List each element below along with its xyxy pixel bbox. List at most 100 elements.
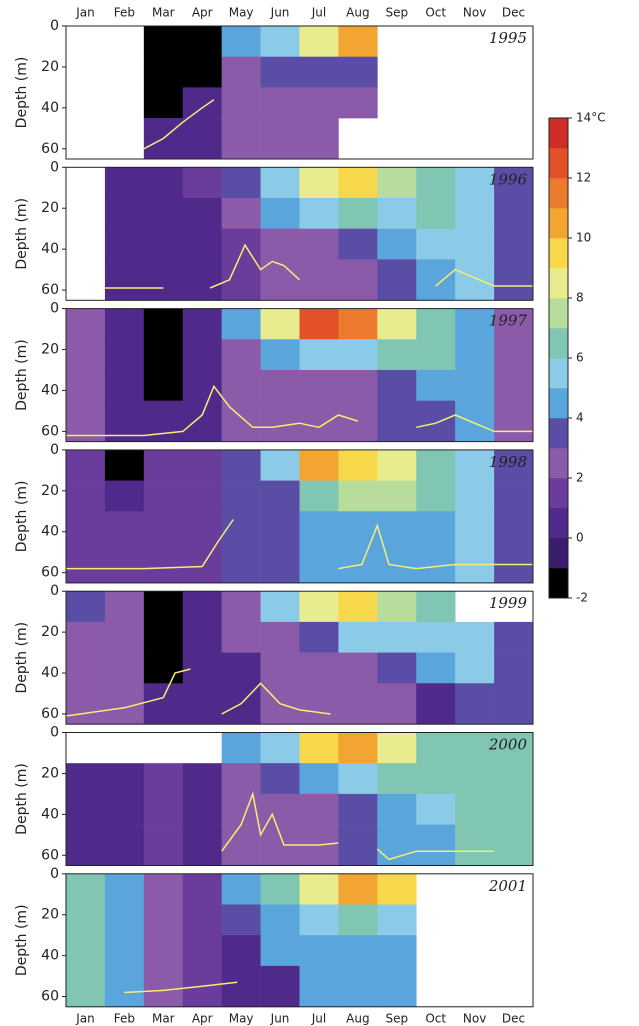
temperature-cell	[260, 259, 300, 301]
temperature-cell	[66, 511, 106, 543]
temperature-cell	[104, 511, 145, 543]
temperature-cell	[299, 652, 339, 684]
temperature-cell	[455, 259, 495, 301]
temperature-cell	[260, 904, 300, 936]
temperature-cell	[377, 935, 417, 967]
temperature-cell	[338, 87, 378, 119]
temperature-cell	[104, 873, 145, 905]
temperature-cell	[104, 449, 145, 481]
temperature-cell	[182, 259, 222, 301]
temperature-cell	[182, 763, 222, 795]
temperature-cell	[143, 763, 184, 795]
colorbar-tick-label: 10	[576, 231, 591, 245]
depth-line	[65, 668, 331, 717]
temperature-cell	[299, 621, 339, 653]
temperature-cell	[494, 369, 534, 401]
y-tick-label: 60	[41, 565, 59, 581]
colorbar-tick-label: 4	[576, 411, 584, 425]
temperature-cell	[299, 400, 339, 442]
temperature-cell	[221, 87, 261, 119]
colorbar-tick-label: 8	[576, 291, 584, 305]
month-label: Aug	[346, 1011, 369, 1025]
panel: 0 20 40 60 Depth (m) 1997	[14, 301, 534, 443]
temperature-cell	[338, 904, 378, 936]
temperature-cell	[221, 904, 261, 936]
temperature-cell	[221, 652, 261, 684]
temperature-cell	[260, 541, 300, 584]
temperature-cell	[143, 228, 184, 260]
temperature-cell	[260, 591, 300, 623]
panel: 0 20 40 60 Depth (m) 2000	[14, 725, 534, 866]
year-label: 1997	[489, 312, 528, 330]
temperature-cell	[338, 339, 378, 371]
temperature-cell	[260, 480, 300, 512]
month-label: Sep	[385, 1011, 408, 1025]
temperature-cell	[66, 965, 106, 1008]
year-label: 1999	[489, 594, 528, 612]
temperature-cell	[182, 591, 222, 623]
temperature-cell	[221, 369, 261, 401]
temperature-cell	[182, 904, 222, 936]
colorbar-segment	[549, 148, 568, 179]
temperature-cell	[143, 683, 184, 725]
temperature-cell	[299, 56, 339, 88]
month-label: Nov	[463, 1011, 486, 1025]
temperature-cell	[66, 621, 106, 653]
temperature-cell	[104, 259, 145, 301]
temperature-cell	[260, 873, 300, 905]
temperature-cell	[455, 339, 495, 371]
temperature-cell	[338, 449, 378, 481]
temperature-cell	[299, 904, 339, 936]
temperature-cell	[338, 511, 378, 543]
temperature-cell	[182, 824, 222, 866]
y-tick-label: 0	[50, 442, 59, 458]
temperature-cell	[416, 449, 456, 481]
temperature-cell	[299, 259, 339, 301]
y-axis-label: Depth (m)	[14, 198, 30, 270]
temperature-cell	[260, 56, 300, 88]
month-label: Feb	[114, 6, 135, 20]
temperature-cell	[416, 621, 456, 653]
temperature-cell	[377, 480, 417, 512]
colorbar-segment	[549, 418, 568, 449]
temperature-cell	[299, 763, 339, 795]
temperature-cell	[143, 824, 184, 866]
colorbar-segment	[549, 178, 568, 209]
temperature-cell	[455, 793, 495, 825]
temperature-cell	[104, 824, 145, 866]
temperature-cell	[338, 824, 378, 866]
colorbar-tick-label: 2	[576, 471, 584, 485]
temperature-cell	[377, 621, 417, 653]
y-tick-label: 40	[41, 100, 59, 116]
colorbar-tick-label: 14°C	[576, 111, 606, 125]
temperature-cell	[455, 541, 495, 584]
depth-line	[104, 243, 533, 289]
y-tick-label: 0	[50, 301, 59, 317]
y-tick-label: 0	[50, 583, 59, 599]
temperature-cell	[143, 965, 184, 1008]
temperature-cell	[104, 904, 145, 936]
month-label: May	[229, 1011, 254, 1025]
panel: 0 20 40 60 Depth (m) 1996	[14, 159, 534, 301]
panel-frame	[65, 873, 534, 1008]
colorbar-segment	[549, 208, 568, 239]
month-label: Apr	[192, 6, 213, 20]
temperature-cell	[260, 228, 300, 260]
y-tick-label: 60	[41, 706, 59, 722]
colorbar-segment	[549, 238, 568, 269]
temperature-cell	[377, 259, 417, 301]
temperature-cell	[299, 308, 339, 340]
temperature-cell	[299, 480, 339, 512]
temperature-cell	[104, 167, 145, 199]
temperature-cell	[338, 793, 378, 825]
temperature-cell	[377, 339, 417, 371]
temperature-cell	[338, 763, 378, 795]
temperature-cell	[338, 935, 378, 967]
month-label: Sep	[385, 6, 408, 20]
y-tick-label: 0	[50, 18, 59, 34]
colorbar-tick-label: -2	[576, 591, 588, 605]
colorbar-segment	[549, 298, 568, 329]
temperature-cell	[143, 56, 184, 88]
temperature-cell	[377, 197, 417, 229]
year-label: 1998	[489, 453, 527, 471]
